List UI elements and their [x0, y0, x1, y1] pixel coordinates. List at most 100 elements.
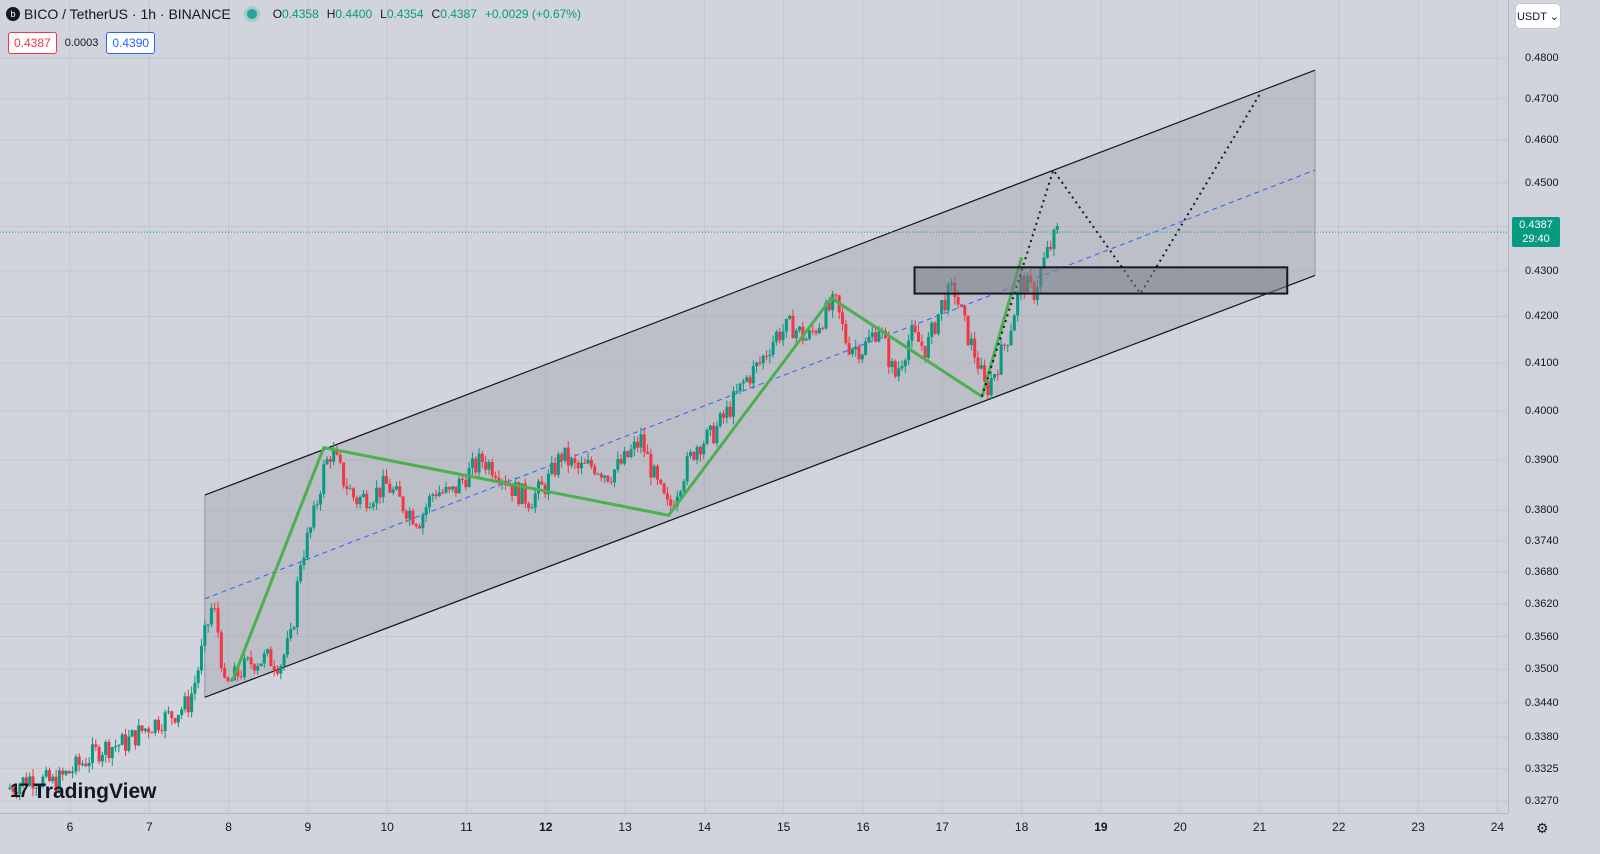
candle-body — [160, 730, 164, 732]
candle-body — [540, 481, 544, 485]
chart-area[interactable] — [0, 0, 1508, 813]
price-chart[interactable] — [0, 0, 1508, 813]
symbol-title[interactable]: BICO / TetherUS · 1h · BINANCE — [24, 6, 231, 22]
price-tick-label: 0.3440 — [1525, 696, 1559, 709]
candle-body — [474, 458, 478, 473]
candle-body — [90, 744, 94, 763]
candle-body — [1009, 330, 1013, 345]
candle-body — [956, 297, 960, 305]
candle-body — [712, 425, 716, 444]
candle-body — [741, 381, 745, 384]
candle-body — [556, 454, 560, 475]
candle-body — [695, 447, 699, 460]
settings-gear-icon[interactable]: ⚙ — [1536, 820, 1549, 836]
candle-body — [107, 741, 111, 759]
candle-body — [87, 762, 91, 767]
candle-body — [646, 451, 650, 454]
candle-body — [249, 657, 253, 665]
candle-body — [34, 787, 38, 789]
candle-body — [745, 377, 749, 382]
currency-selector[interactable]: USDT ⌄ — [1516, 4, 1560, 28]
candle-body — [722, 413, 726, 418]
price-axis[interactable]: 0.48000.47000.46000.45000.44000.43000.42… — [1508, 0, 1600, 813]
candle-body — [959, 304, 963, 307]
candle-body — [788, 315, 792, 319]
candle-body — [527, 503, 531, 509]
candle-body — [563, 447, 567, 461]
candle-body — [771, 341, 775, 355]
candle-body — [1055, 226, 1059, 230]
time-axis[interactable]: 6 7 8 9 10 11 12 13 14 15 16 17 18 19 20 21 22 23 24 — [0, 813, 1508, 854]
candle-body — [923, 345, 927, 358]
candle-body — [728, 406, 732, 417]
candle-body — [748, 377, 752, 384]
candle-body — [1006, 344, 1010, 346]
candle-body — [870, 332, 874, 337]
candle-body — [236, 666, 240, 677]
candle-body — [738, 383, 742, 392]
sell-price-button[interactable]: 0.4387 — [8, 32, 57, 54]
candle-body — [969, 338, 973, 345]
candle-body — [226, 677, 230, 681]
candle-body — [365, 493, 369, 509]
quote-row: 0.4387 0.0003 0.4390 — [8, 32, 156, 54]
candle-body — [867, 336, 871, 342]
candle-body — [583, 462, 587, 464]
price-tick-label: 0.4200 — [1525, 310, 1559, 323]
candle-body — [487, 461, 491, 470]
candle-body — [153, 719, 157, 733]
candle-body — [302, 557, 306, 566]
candle-body — [173, 718, 177, 723]
ohlc-low: L0.4354 — [380, 7, 424, 21]
candle-body — [61, 770, 65, 775]
candle-body — [619, 458, 623, 464]
candle-body — [28, 776, 32, 786]
candle-body — [166, 711, 170, 713]
candle-body — [74, 756, 78, 772]
candle-body — [11, 787, 15, 792]
candle-body — [910, 326, 914, 341]
candle-body — [490, 461, 494, 476]
candle-body — [461, 478, 465, 480]
candle-body — [586, 459, 590, 464]
candle-body — [394, 486, 398, 490]
price-tick-label: 0.3325 — [1525, 762, 1559, 775]
candle-body — [890, 361, 894, 368]
price-tick-label: 0.4500 — [1525, 176, 1559, 189]
candle-body — [507, 485, 511, 487]
symbol-logo-icon: b — [6, 7, 20, 21]
candle-body — [170, 711, 174, 719]
tradingview-logo[interactable]: 17 TradingView — [10, 780, 156, 804]
candle-body — [242, 658, 246, 678]
time-tick-label: 23 — [1411, 820, 1425, 834]
ohlc-high: H0.4400 — [326, 7, 373, 21]
candle-body — [917, 331, 921, 342]
candle-body — [110, 747, 114, 759]
candle-body — [761, 355, 765, 364]
candle-body — [14, 791, 18, 795]
candle-body — [973, 338, 977, 358]
candle-body — [239, 676, 243, 678]
candle-body — [157, 719, 161, 731]
candle-body — [731, 391, 735, 417]
buy-price-button[interactable]: 0.4390 — [106, 32, 156, 54]
candle-body — [117, 745, 121, 747]
candle-body — [682, 481, 686, 492]
price-tick-label: 0.4100 — [1525, 357, 1559, 370]
candle-body — [431, 494, 435, 497]
candle-body — [411, 510, 415, 525]
candle-body — [342, 462, 346, 486]
candle-body — [361, 493, 365, 497]
candle-body — [398, 486, 402, 497]
candle-body — [94, 744, 98, 748]
candle-body — [470, 458, 474, 468]
candle-body — [986, 381, 990, 396]
candle-body — [847, 343, 851, 355]
candle-body — [784, 318, 788, 332]
candle-body — [755, 362, 759, 367]
candle-body — [804, 338, 808, 341]
candle-body — [451, 486, 455, 490]
candle-body — [427, 496, 431, 508]
candle-body — [1045, 246, 1049, 258]
candle-body — [976, 357, 980, 369]
